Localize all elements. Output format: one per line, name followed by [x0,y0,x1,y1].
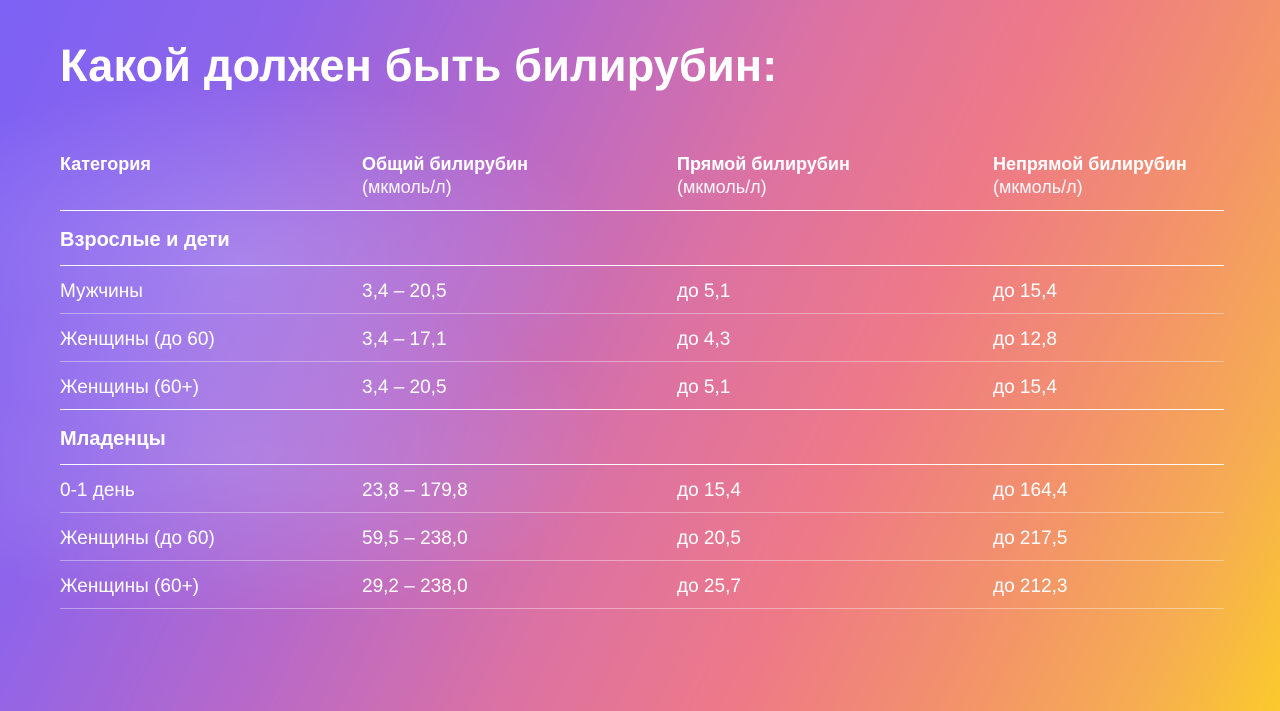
cell-direct: до 5,1 [677,377,731,398]
cell-total: 3,4 – 20,5 [362,377,447,398]
header-total-unit: (мкмоль/л) [362,177,452,197]
cell-direct: до 5,1 [677,281,731,302]
header-total: Общий билирубин (мкмоль/л) [362,153,528,199]
bilirubin-table: Категория Общий билирубин (мкмоль/л) Пря… [60,146,1224,609]
cell-total: 23,8 – 179,8 [362,480,468,501]
header-direct-label: Прямой билирубин [677,154,850,174]
cell-indirect: до 217,5 [993,528,1068,549]
table-row: Женщины (60+) 29,2 – 238,0 до 25,7 до 21… [60,561,1224,609]
header-direct-unit: (мкмоль/л) [677,177,767,197]
cell-indirect: до 15,4 [993,377,1057,398]
table-row: Женщины (до 60) 59,5 – 238,0 до 20,5 до … [60,513,1224,561]
cell-indirect: до 164,4 [993,480,1068,501]
cell-category: Женщины (до 60) [60,528,215,549]
cell-direct: до 15,4 [677,480,741,501]
header-indirect-unit: (мкмоль/л) [993,177,1083,197]
cell-indirect: до 212,3 [993,576,1068,597]
cell-total: 29,2 – 238,0 [362,576,468,597]
cell-direct: до 4,3 [677,329,731,350]
group-name: Взрослые и дети [60,229,230,251]
table-row: Женщины (60+) 3,4 – 20,5 до 5,1 до 15,4 [60,362,1224,410]
group-header-adults: Взрослые и дети [60,211,1224,266]
cell-category: Женщины (до 60) [60,329,215,350]
cell-total: 59,5 – 238,0 [362,528,468,549]
table-row: 0-1 день 23,8 – 179,8 до 15,4 до 164,4 [60,465,1224,513]
group-name: Младенцы [60,428,166,450]
header-total-label: Общий билирубин [362,154,528,174]
header-category-label: Категория [60,154,151,174]
table-row: Мужчины 3,4 – 20,5 до 5,1 до 15,4 [60,266,1224,314]
header-indirect: Непрямой билирубин (мкмоль/л) [993,153,1187,199]
cell-total: 3,4 – 17,1 [362,329,447,350]
cell-category: Женщины (60+) [60,576,199,597]
cell-category: Женщины (60+) [60,377,199,398]
cell-category: 0-1 день [60,480,135,501]
cell-direct: до 20,5 [677,528,741,549]
header-direct: Прямой билирубин (мкмоль/л) [677,153,850,199]
table-row: Женщины (до 60) 3,4 – 17,1 до 4,3 до 12,… [60,314,1224,362]
header-indirect-label: Непрямой билирубин [993,154,1187,174]
cell-category: Мужчины [60,281,143,302]
page-title: Какой должен быть билирубин: [60,40,778,91]
header-category: Категория [60,153,151,176]
cell-total: 3,4 – 20,5 [362,281,447,302]
table-header-row: Категория Общий билирубин (мкмоль/л) Пря… [60,146,1224,211]
cell-indirect: до 12,8 [993,329,1057,350]
group-header-infants: Младенцы [60,410,1224,465]
cell-indirect: до 15,4 [993,281,1057,302]
cell-direct: до 25,7 [677,576,741,597]
